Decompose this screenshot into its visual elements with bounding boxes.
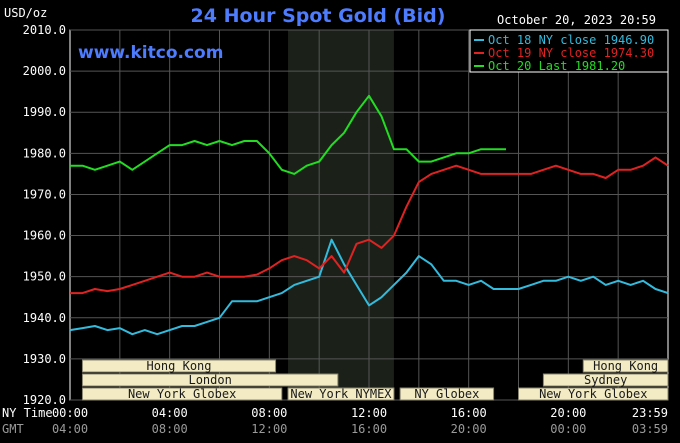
- market-bar: [81, 373, 339, 387]
- market-bar: [542, 373, 669, 387]
- market-label: Hong Kong: [593, 359, 658, 373]
- chart-title: 24 Hour Spot Gold (Bid): [191, 5, 446, 27]
- y-tick-label: 1950.0: [23, 270, 66, 284]
- x-tick-label-gmt: 00:00: [550, 422, 586, 436]
- series-line: [70, 94, 506, 175]
- market-bar: [81, 359, 277, 373]
- y-tick-label: 2000.0: [23, 64, 66, 78]
- legend-entry: Oct 18 NY close 1946.90: [488, 33, 654, 47]
- x-tick-label-gmt: 04:00: [52, 422, 88, 436]
- unit-label: USD/oz: [4, 6, 47, 20]
- y-tick-label: 1930.0: [23, 352, 66, 366]
- x-tick-label-gmt: 03:59: [632, 422, 668, 436]
- legend-box: [469, 29, 669, 73]
- legend-entry: Oct 20 Last 1981.20: [488, 59, 625, 73]
- x-tick-label-ny: 00:00: [52, 406, 88, 420]
- date-label: October 20, 2023 20:59: [497, 13, 656, 27]
- x-tick-label-ny: 12:00: [351, 406, 387, 420]
- x-tick-label-ny: 08:00: [251, 406, 287, 420]
- x-tick-label-gmt: 08:00: [152, 422, 188, 436]
- x-tick-label-gmt: 12:00: [251, 422, 287, 436]
- x-tick-label-ny: 20:00: [550, 406, 586, 420]
- legend-entry: Oct 19 NY close 1974.30: [488, 46, 654, 60]
- market-label: Sydney: [584, 373, 627, 387]
- x-tick-label-ny: 23:59: [632, 406, 668, 420]
- market-bar: [81, 387, 283, 401]
- market-label: New York NYMEX: [290, 387, 392, 401]
- y-tick-label: 1980.0: [23, 146, 66, 160]
- shaded-session: [288, 30, 394, 400]
- y-tick-label: 1970.0: [23, 187, 66, 201]
- market-bar: [518, 387, 669, 401]
- grid: [70, 29, 668, 401]
- market-label: Hong Kong: [146, 359, 211, 373]
- x-tick-label-ny: 16:00: [451, 406, 487, 420]
- market-label: London: [188, 373, 231, 387]
- y-tick-label: 1940.0: [23, 311, 66, 325]
- x-tick-label-gmt: 20:00: [451, 422, 487, 436]
- y-tick-label: 1960.0: [23, 229, 66, 243]
- row-label-ny: NY Time: [2, 406, 53, 420]
- series-line: [69, 238, 669, 336]
- series-lines: [69, 94, 669, 336]
- x-axis: 00:00 04:00 04:00 08:00 08:00 12:00 12:00 16:00…: [2, 406, 668, 436]
- y-tick-label: 2010.0: [23, 23, 66, 37]
- market-label: New York Globex: [539, 387, 647, 401]
- x-tick-label-ny: 04:00: [152, 406, 188, 420]
- site-watermark: www.kitco.com: [78, 43, 223, 63]
- y-tick-label: 1990.0: [23, 105, 66, 119]
- series-line: [70, 156, 669, 295]
- market-label: NY Globex: [414, 387, 479, 401]
- market-bar: [399, 387, 495, 401]
- y-tick-label: 1920.0: [23, 393, 66, 407]
- row-label-gmt: GMT: [2, 422, 24, 436]
- x-tick-label-gmt: 16:00: [351, 422, 387, 436]
- market-bar: [287, 387, 395, 401]
- y-axis: 1920.0 1930.0 1940.0 1950.0 1960.0 1970.0 1980…: [23, 23, 66, 407]
- market-bar: [582, 359, 669, 373]
- market-label: New York Globex: [128, 387, 236, 401]
